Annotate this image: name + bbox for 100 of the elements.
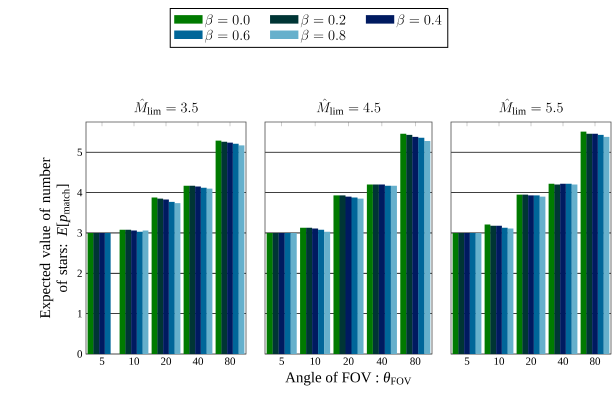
bar (272, 232, 279, 354)
bar (516, 194, 522, 354)
bar (418, 138, 424, 354)
bar (206, 188, 212, 354)
bar (184, 186, 190, 354)
bar (195, 186, 201, 354)
bar (452, 232, 458, 354)
bar (604, 136, 610, 354)
bar (136, 232, 143, 354)
bar (412, 136, 418, 354)
x-tick-label: 40 (376, 358, 387, 365)
bar (554, 184, 560, 354)
y-tick-label: 1 (78, 310, 82, 318)
bar (484, 224, 490, 354)
bar (152, 197, 158, 354)
bar (566, 184, 572, 354)
bar (424, 140, 430, 354)
bar (406, 134, 412, 354)
bar (266, 232, 273, 354)
bar (534, 195, 540, 354)
x-tick-label: 5 (464, 358, 470, 365)
bar (352, 197, 358, 354)
bar (232, 144, 239, 354)
x-axis-title: Angle of FOV : θ$_{FOV}$ (285, 372, 412, 386)
bar (163, 199, 169, 354)
bar (99, 232, 105, 354)
bar (345, 196, 352, 354)
legend-label: $\beta=0.8$ (300, 30, 346, 43)
bar (390, 186, 397, 354)
x-tick-label: 40 (192, 358, 204, 365)
x-tick-label: 80 (410, 358, 420, 365)
bar (490, 226, 496, 354)
bar (358, 198, 364, 354)
bar (464, 232, 470, 354)
bar (580, 132, 586, 354)
bar (560, 184, 566, 354)
bar (131, 230, 137, 354)
bar (548, 184, 554, 354)
legend-label: $\beta=0.4$ (396, 14, 442, 28)
bar (200, 188, 207, 354)
bar (238, 145, 244, 354)
bar (470, 232, 476, 354)
bar (290, 232, 297, 354)
bar (384, 186, 391, 354)
bar (502, 228, 508, 354)
bar (458, 232, 464, 354)
x-tick-label: 5 (100, 358, 104, 365)
x-tick-label: 10 (129, 358, 140, 365)
x-tick-label: 20 (344, 358, 354, 365)
bar (366, 184, 373, 354)
x-tick-label: 40 (558, 358, 568, 365)
bar (168, 202, 175, 354)
chart-title: $\hat{M}_{\mathrm{lim}}=3.5$ (134, 98, 198, 114)
bar (120, 230, 126, 354)
chart-title: $\hat{M}_{\mathrm{lim}}=4.5$ (316, 98, 380, 114)
bar (508, 228, 514, 354)
bar (300, 228, 306, 354)
bar (312, 228, 318, 354)
y-tick-label: 2 (77, 270, 82, 277)
bar (572, 184, 578, 354)
bar (400, 134, 406, 354)
bar (324, 232, 330, 354)
bar (93, 232, 100, 354)
bar (306, 228, 312, 354)
x-tick-label: 5 (280, 358, 284, 365)
bar (476, 232, 482, 354)
y-tick-label: 4 (77, 189, 82, 196)
bar (88, 232, 94, 354)
bar (540, 196, 546, 354)
bar (522, 194, 528, 354)
bar (189, 186, 196, 354)
bar (528, 195, 534, 354)
bar (598, 134, 604, 354)
legend-label: $\beta=0.6$ (204, 30, 250, 43)
chart-title: $\hat{M}_{\mathrm{lim}}=5.5$ (499, 98, 563, 114)
bar (125, 230, 132, 354)
bar (372, 184, 379, 354)
x-tick-label: 10 (494, 358, 504, 365)
bar (157, 198, 164, 354)
bar (142, 230, 148, 354)
bar (104, 232, 111, 354)
bar (496, 226, 502, 354)
y-tick-label: 0 (77, 350, 82, 358)
bar (221, 142, 228, 354)
x-tick-label: 20 (526, 358, 536, 365)
x-tick-label: 80 (224, 358, 236, 365)
bar (592, 134, 598, 354)
y-tick-label: 3 (78, 229, 82, 237)
bar (216, 140, 222, 354)
bar (318, 230, 324, 354)
bar (174, 203, 180, 354)
y-tick-label: 5 (78, 148, 82, 156)
bar (227, 142, 233, 354)
bar (378, 184, 385, 354)
bar (333, 195, 340, 354)
bar (284, 232, 291, 354)
x-tick-label: 80 (590, 358, 600, 365)
bar (278, 232, 285, 354)
bar (339, 195, 346, 354)
bar (586, 134, 592, 354)
